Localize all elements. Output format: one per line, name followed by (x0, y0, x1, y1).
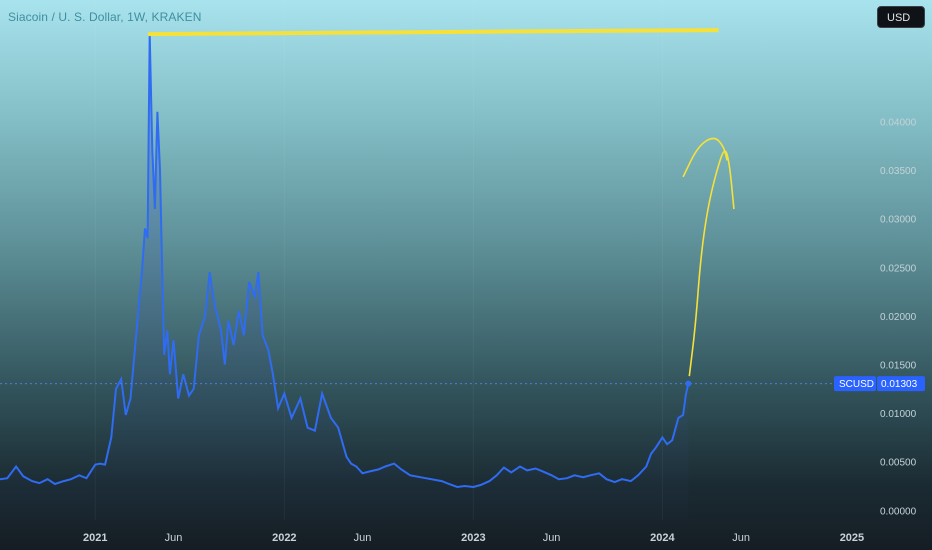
x-tick-label: 2025 (840, 532, 864, 544)
x-tick-label: Jun (543, 532, 561, 544)
price-area-fill (0, 34, 689, 520)
projection-curve[interactable] (688, 150, 735, 377)
x-tick-label: Jun (354, 532, 372, 544)
y-tick-label: 0.00000 (880, 506, 917, 517)
symbol-label-text: SCUSD (839, 379, 874, 390)
projection-curve-tail[interactable] (682, 137, 728, 178)
y-tick-label: 0.00500 (880, 458, 917, 469)
y-tick-label: 0.01000 (880, 409, 917, 420)
y-tick-label: 0.01500 (880, 360, 917, 371)
all-time-high-marker-line[interactable] (147, 28, 719, 37)
symbol-label-badge (834, 376, 876, 392)
x-axis-labels: 2021 Jun 2022 Jun 2023 Jun 2024 Jun 2025 (83, 532, 864, 544)
price-label-text: 0.01303 (881, 379, 918, 390)
x-tick-label: 2021 (83, 532, 107, 544)
x-tick-label: Jun (732, 532, 750, 544)
y-tick-label: 0.02000 (880, 312, 917, 323)
price-label-badge (877, 376, 925, 392)
y-tick-label: 0.03000 (880, 215, 917, 226)
y-tick-label: 0.02500 (880, 263, 917, 274)
y-axis-labels: 0.00000 0.00500 0.01000 0.01500 0.02000 0.025… (880, 20, 917, 517)
y-tick-label: 0.04000 (880, 117, 917, 128)
x-tick-label: 2022 (272, 532, 296, 544)
last-price-dot (685, 380, 692, 387)
y-tick-label: 0.03500 (880, 166, 917, 177)
x-tick-label: 2023 (461, 532, 485, 544)
x-tick-label: 2024 (650, 532, 675, 544)
chart-title: Siacoin / U. S. Dollar, 1W, KRAKEN (8, 10, 202, 24)
currency-selector-button[interactable]: USD (877, 6, 925, 28)
price-line (0, 33, 690, 489)
x-tick-label: Jun (165, 532, 183, 544)
